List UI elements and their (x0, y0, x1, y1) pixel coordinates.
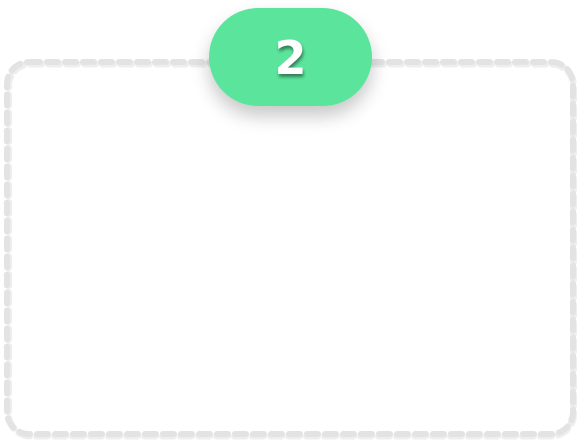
frame-border (4, 59, 576, 437)
frame-border-shadow (5, 60, 577, 440)
step-number-badge: 2 (209, 8, 372, 106)
step-number: 2 (274, 31, 307, 85)
